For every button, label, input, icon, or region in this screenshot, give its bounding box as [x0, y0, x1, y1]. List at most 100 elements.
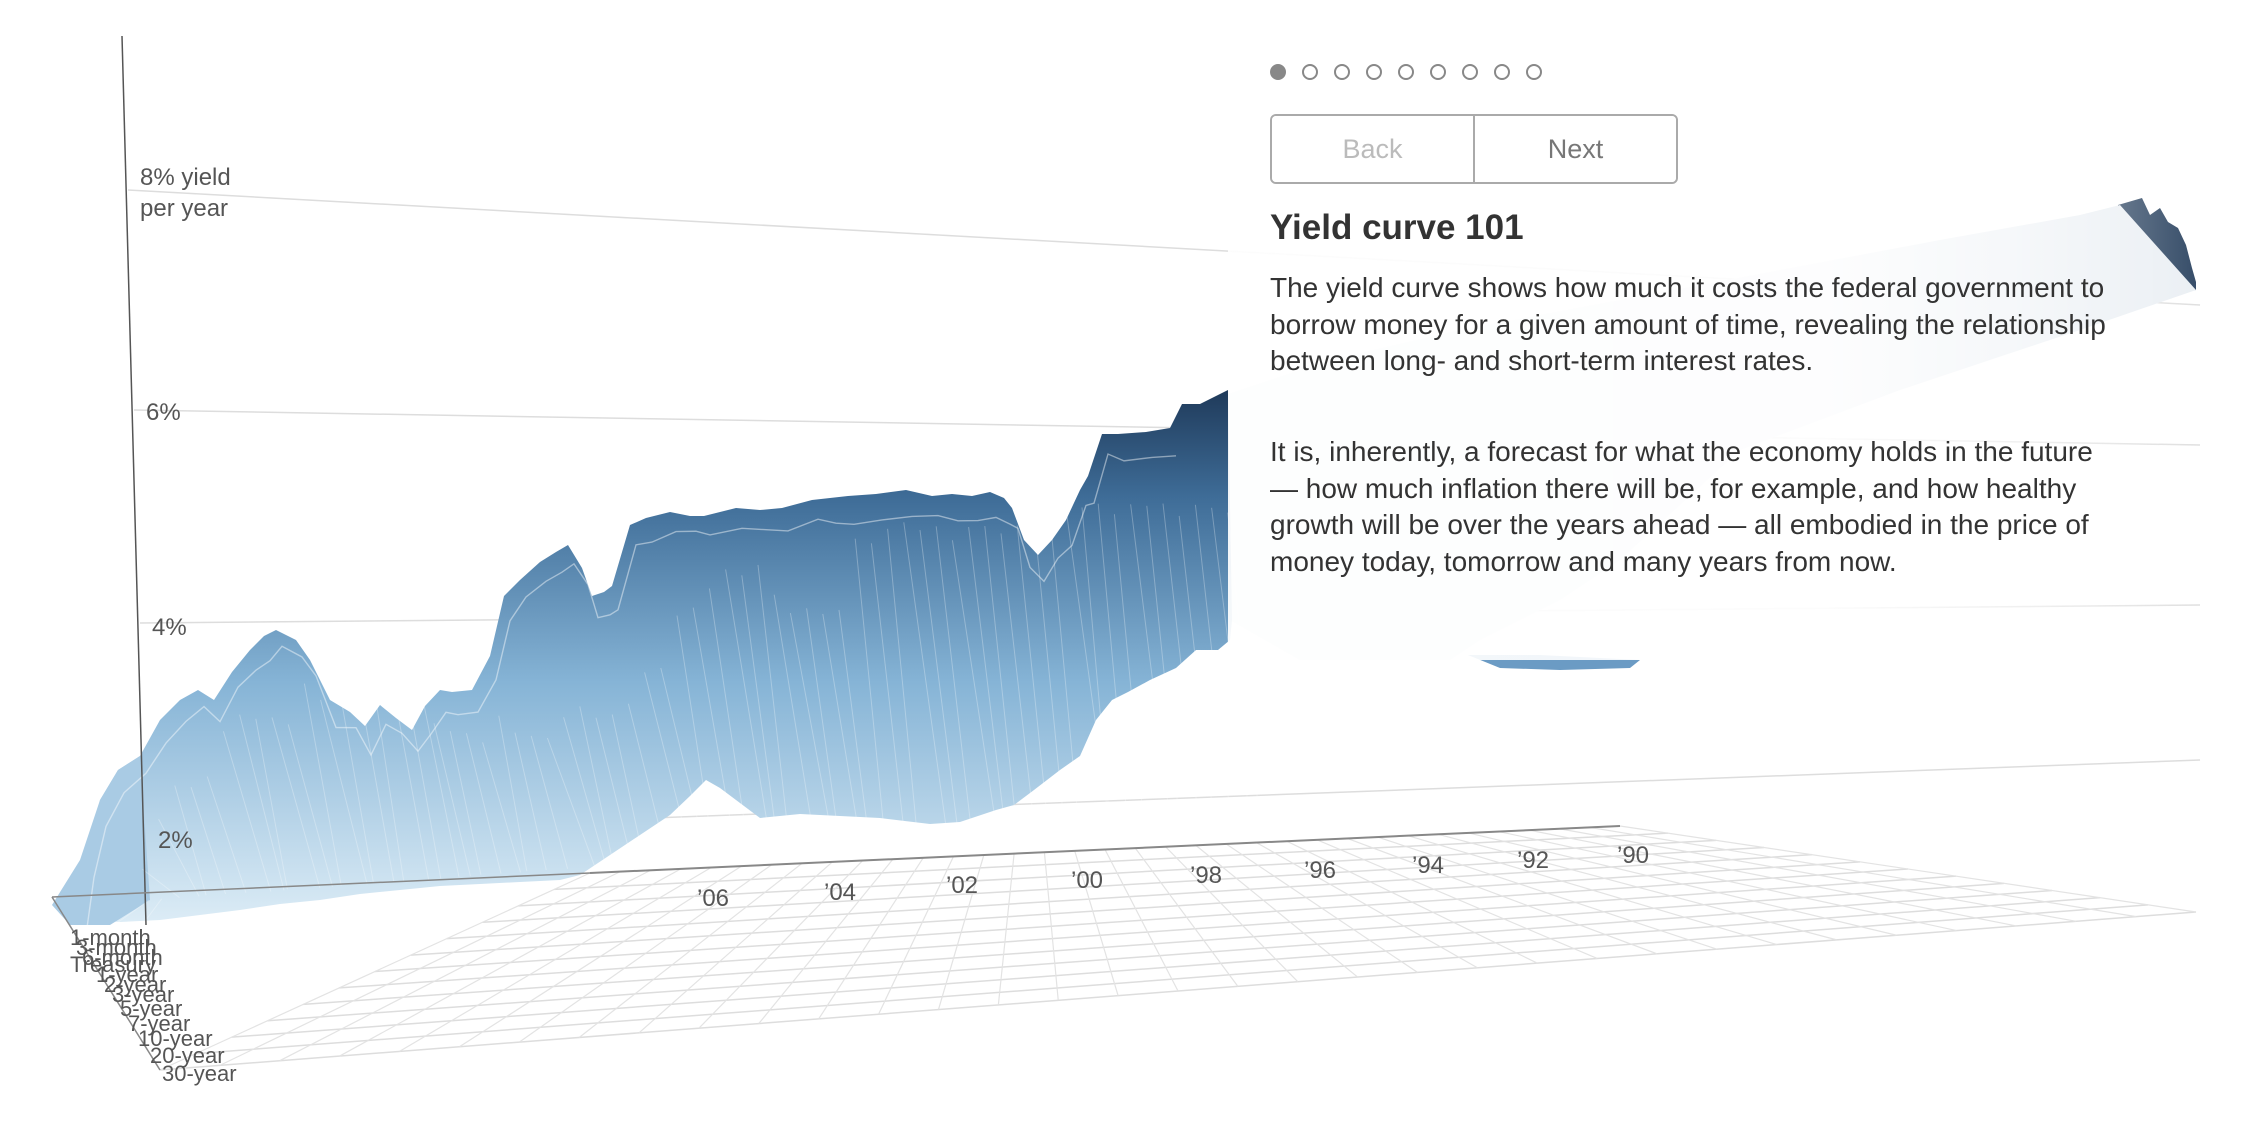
surface-ridge-line	[611, 714, 645, 863]
surface-ridge-line	[1130, 504, 1172, 825]
maturity-tick-label: 5-year	[120, 996, 182, 1021]
surface-ridge-line	[773, 594, 817, 851]
maturity-tick-label: 20-year	[150, 1043, 225, 1068]
x-tick-label: ’90	[1617, 842, 1649, 869]
y-tick-labels: 8% yield per year 6% 4% 2%	[140, 164, 231, 854]
maturity-tick-label: 2-year	[104, 972, 166, 997]
surface-ridge-line	[708, 588, 750, 856]
floor-grid-col	[1468, 832, 1897, 936]
floor-grid-col	[459, 865, 742, 1048]
surface-ridge-line	[741, 575, 780, 854]
floor-grid-col	[399, 866, 712, 1052]
panel-title: Yield curve 101	[1270, 208, 1524, 247]
floor-grid-col	[1316, 839, 1598, 960]
x-tick-label: ’02	[946, 872, 978, 899]
surface-ridge-line	[870, 543, 906, 844]
floor-grid-col	[1529, 829, 2017, 927]
x-tick-label: ’98	[1190, 862, 1222, 889]
surface-ridge-line	[968, 527, 1007, 837]
floor-front-edge	[51, 872, 591, 898]
surface-ridge-line	[190, 786, 227, 895]
floor-grid	[51, 825, 2197, 1071]
panel-background	[1228, 0, 2228, 660]
yield-surface	[80, 390, 1232, 922]
floor-grid-col	[1256, 842, 1478, 969]
floor-grid-col	[1559, 828, 2077, 922]
maturity-tick-label: 10-year	[138, 1026, 213, 1051]
x-tick-label: ’06	[697, 885, 729, 912]
surface-ridge-line	[368, 656, 405, 881]
surface-ridge-line	[1146, 505, 1181, 824]
x-tick-labels: ’06 ’04 ’02 ’00 ’98 ’96 ’94 ’92 ’90	[697, 842, 1649, 912]
floor-grid-col	[219, 871, 621, 1066]
surface-ridge-line	[1097, 503, 1129, 827]
surface-ridge-line	[1113, 514, 1145, 826]
z-axis-line	[121, 35, 147, 926]
maturity-tick-label: 3-year	[112, 982, 174, 1007]
surface-ridge-line	[530, 735, 569, 869]
surface-ridge-line	[854, 538, 886, 845]
floor-grid-col	[937, 854, 985, 1010]
floor-grid-col	[1104, 849, 1179, 992]
surface-ridge-line	[838, 609, 871, 847]
surface-ridge-line	[919, 529, 960, 841]
step-dot[interactable]	[1270, 64, 1286, 80]
y-tick-6: 6%	[146, 399, 181, 426]
surface-ridge-line	[1162, 503, 1200, 823]
surface-ridge-line	[125, 898, 163, 947]
x-tick-label: ’00	[1071, 867, 1103, 894]
surface-ridge-line	[1211, 507, 1251, 819]
surface-ridge-line	[887, 528, 919, 843]
surface-ridge-line	[1016, 525, 1050, 833]
floor-grid-col	[1043, 852, 1059, 1001]
step-dot[interactable]	[1366, 64, 1382, 80]
surface-ridge-line	[546, 737, 596, 868]
maturity-tick-label: 1-year	[96, 962, 158, 987]
surface-ridge-line	[482, 742, 521, 873]
surface-front-flank	[52, 756, 150, 925]
step-dot[interactable]	[1526, 64, 1542, 80]
surface-ridge-line	[401, 660, 442, 879]
floor-grid-col	[997, 853, 1015, 1006]
surface-ridge-line	[692, 607, 738, 857]
surface-ridge-line	[449, 731, 482, 875]
step-dot[interactable]	[1334, 64, 1350, 80]
floor-grid-col	[1589, 826, 2137, 918]
floor-grid-col	[1286, 840, 1538, 964]
maturity-tick-label: 30-year	[162, 1061, 237, 1086]
surface-ridge-line	[384, 646, 430, 880]
step-dots	[1270, 64, 1542, 80]
surface-ridge-line	[206, 776, 247, 893]
surface-rate-trace	[85, 453, 1177, 936]
next-button[interactable]: Next	[1475, 116, 1676, 182]
surface-ridge-line	[1194, 504, 1232, 820]
surface-ridge-line	[287, 724, 334, 887]
surface-ridge-line	[433, 723, 471, 877]
back-button[interactable]: Back	[1272, 116, 1475, 182]
surface-ridge-line	[303, 683, 342, 886]
floor-grid-col	[159, 872, 591, 1071]
floor-grid-col	[518, 864, 773, 1043]
step-dot[interactable]	[1430, 64, 1446, 80]
floor-grid-col	[1165, 846, 1299, 983]
floor-grid-col	[1407, 835, 1777, 946]
step-dot[interactable]	[1302, 64, 1318, 80]
step-dot[interactable]	[1462, 64, 1478, 80]
surface-ridge-line	[644, 672, 693, 861]
surface-ridge-line	[806, 608, 841, 849]
surface-ridge-line	[465, 733, 502, 874]
surface-ridge-line	[222, 731, 272, 892]
surface-ridge-line	[352, 652, 395, 883]
step-dot[interactable]	[1494, 64, 1510, 80]
step-dot[interactable]	[1398, 64, 1414, 80]
surface-ridge-line	[158, 818, 200, 897]
surface-ridge-line	[660, 667, 708, 860]
floor-grid-col	[1195, 844, 1359, 978]
maturity-tick-label: 6-month	[82, 945, 163, 970]
surface-ridge-line	[789, 612, 835, 850]
surface-ridge-line	[417, 674, 460, 878]
floor-grid-col	[878, 856, 955, 1015]
surface-ridge-line	[725, 569, 773, 855]
surface-ridge-line	[239, 714, 285, 891]
surface-ridge-line	[255, 718, 288, 890]
